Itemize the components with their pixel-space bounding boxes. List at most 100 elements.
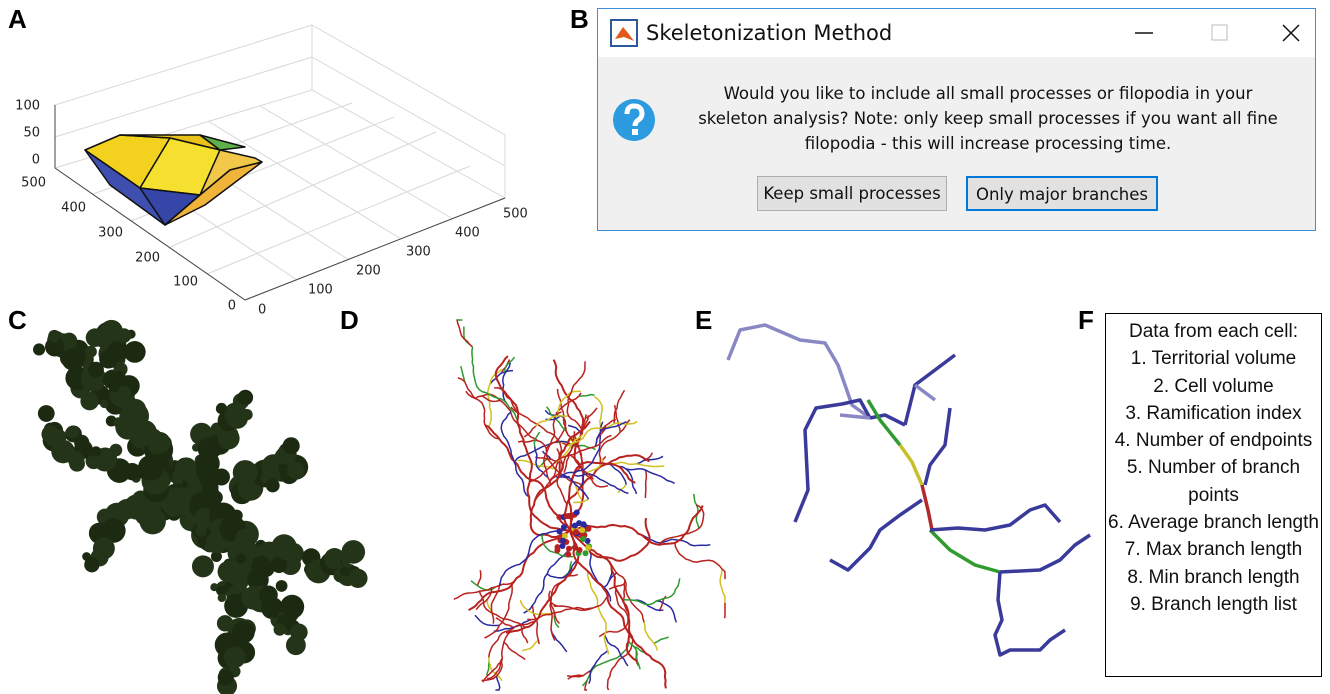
metrics-heading: Data from each cell: — [1106, 318, 1321, 345]
cell-blob — [123, 463, 140, 480]
x-tick-label: 300 — [406, 245, 431, 260]
cell-blob — [233, 460, 258, 485]
cell-blob — [270, 610, 278, 618]
x-tick-label: 0 — [258, 303, 266, 318]
title-bar: Skeletonization Method — [598, 9, 1315, 57]
cell-blob — [218, 669, 234, 685]
cell-blob — [192, 555, 214, 577]
dialog-title: Skeletonization Method — [646, 21, 892, 45]
skeleton-core — [564, 513, 570, 519]
x-tick-label: 200 — [356, 264, 381, 279]
close-button[interactable] — [1283, 25, 1299, 41]
branch — [1000, 535, 1090, 572]
cell-blob — [276, 580, 288, 592]
cell-blob — [86, 457, 96, 467]
metric-item: 7. Max branch length — [1106, 536, 1321, 563]
skeleton-branch — [589, 651, 608, 684]
skeleton-branch — [469, 530, 570, 610]
cell-blob — [109, 381, 120, 392]
cell-blob — [216, 403, 227, 414]
y-tick-label: 300 — [98, 226, 123, 241]
skeleton-core — [555, 544, 561, 550]
cell-blob — [224, 646, 246, 668]
metric-item: 1. Territorial volume — [1106, 345, 1321, 372]
hull — [85, 135, 262, 225]
metric-item: 4. Number of endpoints — [1106, 427, 1321, 454]
skeleton-core — [572, 523, 578, 529]
skeleton-core — [582, 550, 588, 556]
grid-line — [55, 57, 312, 137]
branch — [925, 408, 950, 485]
skeleton-branch — [656, 601, 676, 622]
x-tick-label: 500 — [503, 207, 528, 222]
message-line: Would you like to include all small proc… — [668, 81, 1308, 106]
keep-button[interactable]: Keep small processes — [757, 176, 947, 211]
grid-line — [312, 57, 505, 166]
cell-blob — [234, 601, 242, 609]
cell-blob — [238, 390, 253, 405]
major-button[interactable]: Only major branches — [966, 176, 1158, 211]
cell-blob — [218, 593, 227, 602]
cell-blob — [261, 596, 273, 608]
maximize-button[interactable] — [1212, 25, 1227, 40]
cell-blob — [33, 343, 45, 355]
metric-item: 3. Ramification index — [1106, 400, 1321, 427]
x-tick-label: 400 — [455, 226, 480, 241]
y-tick-label: 500 — [21, 176, 46, 191]
message-line: filopodia - this will increase processin… — [668, 131, 1308, 156]
cell-blob — [241, 409, 252, 420]
metric-item: 9. Branch length list — [1106, 591, 1321, 618]
cell-blob — [342, 540, 366, 564]
metrics-list: 1. Territorial volume2. Cell volume3. Ra… — [1106, 345, 1321, 618]
cell-blob — [286, 635, 306, 655]
skeleton-branch — [675, 543, 725, 579]
icon-dot — [632, 129, 638, 135]
skeleton-branch — [645, 470, 646, 498]
branch — [930, 505, 1060, 530]
skeleton-branch — [579, 395, 595, 397]
cell-blob — [66, 426, 79, 439]
question-icon — [611, 97, 657, 143]
cell-blob — [48, 330, 60, 342]
x-tick-label: 100 — [308, 283, 333, 298]
branch — [922, 485, 932, 530]
skeleton-branch — [475, 615, 499, 625]
cell-blob — [93, 537, 115, 559]
cell-volume — [33, 320, 368, 694]
branch — [900, 445, 922, 485]
message: Would you like to include all small proc… — [668, 81, 1308, 156]
skeleton-core — [561, 524, 567, 530]
cell-blob — [84, 557, 99, 572]
y-tick-label: 200 — [135, 251, 160, 266]
y-tick-label: 0 — [228, 299, 236, 314]
skeleton-branch — [551, 629, 567, 652]
skeleton-branch — [644, 622, 657, 650]
grid-line — [260, 106, 453, 219]
skeleton-core — [565, 552, 571, 558]
axis — [245, 198, 505, 300]
branch — [868, 400, 900, 445]
skeleton-core — [579, 527, 585, 533]
y-tick-label: 100 — [173, 275, 198, 290]
cell-blob — [110, 444, 123, 457]
message-line: skeleton analysis? Note: only keep small… — [668, 106, 1308, 131]
app-icon — [610, 19, 640, 49]
skeleton-core — [566, 546, 572, 552]
metrics-box: Data from each cell: 1. Territorial volu… — [1105, 313, 1322, 677]
figure: A B C D E F 100 50 0 500 400 300 20 — [0, 0, 1330, 694]
skeleton-branch — [466, 391, 499, 439]
cell-blob — [204, 542, 214, 552]
skeleton-branch — [522, 640, 538, 650]
branch — [915, 385, 935, 400]
skeleton-branch — [504, 642, 525, 659]
skeleton-core — [585, 526, 591, 532]
dialog-window: Skeletonization Method Would you like to… — [597, 8, 1316, 231]
skeleton-core — [577, 547, 583, 553]
branch — [995, 572, 1065, 655]
metric-item: 8. Min branch length — [1106, 564, 1321, 591]
skeleton-branch — [532, 605, 539, 644]
z-tick-label: 50 — [23, 126, 40, 141]
cell-blob — [283, 543, 304, 564]
cell-blob — [124, 341, 146, 363]
cell-blob — [213, 469, 230, 486]
